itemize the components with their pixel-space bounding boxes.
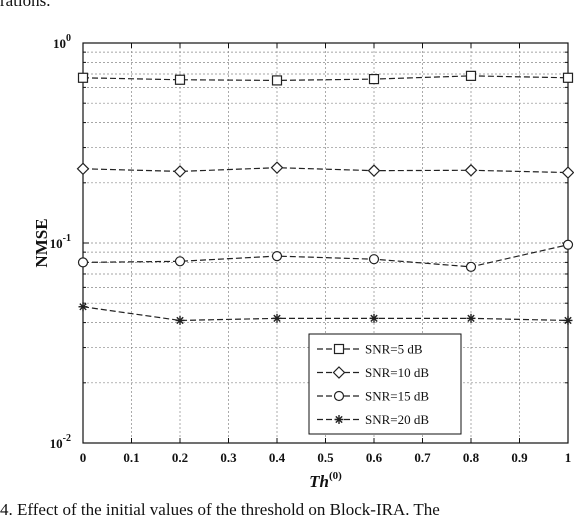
series-3 <box>77 239 574 272</box>
legend-label: SNR=15 dB <box>365 389 429 404</box>
x-tick-label: 0.8 <box>463 450 480 465</box>
marker-circle <box>562 239 574 250</box>
marker-square <box>465 70 477 81</box>
caption-fragment-bottom: 4. Effect of the initial values of the t… <box>0 500 440 519</box>
y-tick-base: 10 <box>53 36 66 51</box>
x-axis-title-superscript: (0) <box>329 470 342 482</box>
marker-diamond <box>76 162 90 176</box>
legend-label: SNR=10 dB <box>365 365 429 380</box>
marker-star <box>563 315 573 325</box>
legend-entry: SNR=20 dB <box>317 412 429 427</box>
x-tick-label: 0.4 <box>269 450 286 465</box>
marker-diamond <box>464 163 478 177</box>
x-tick-label: 0.5 <box>317 450 334 465</box>
marker-circle <box>271 251 283 262</box>
marker-diamond <box>561 166 574 179</box>
x-tick-label: 0.1 <box>123 450 139 465</box>
x-tick-label: 0.3 <box>220 450 237 465</box>
marker-star <box>175 315 185 325</box>
legend-entry: SNR=10 dB <box>317 365 429 380</box>
series-4 <box>78 302 573 325</box>
marker-circle <box>368 254 380 265</box>
marker-star <box>466 313 476 323</box>
x-tick-label: 0.7 <box>414 450 431 465</box>
x-axis-title-main: Th <box>309 472 329 491</box>
caption-fragment-top: rations. <box>0 0 51 10</box>
marker-square <box>368 73 380 85</box>
marker-diamond <box>270 161 284 175</box>
x-tick-label: 1 <box>565 450 572 465</box>
series-line <box>82 306 569 322</box>
y-tick-label: 10-2 <box>50 433 71 451</box>
x-tick-labels: 0 0.1 0.2 0.3 0.4 0.5 0.6 0.7 0.8 0.9 1 <box>80 450 572 465</box>
marker-star <box>334 415 344 424</box>
series-line <box>82 244 569 268</box>
marker-star <box>78 302 88 312</box>
series-2 <box>76 161 574 179</box>
series-1 <box>77 70 574 86</box>
legend: SNR=5 dB SNR=10 dB SNR=15 dB SNR=20 dB <box>308 333 462 435</box>
y-tick-label: 100 <box>53 33 71 51</box>
marker-circle <box>174 256 186 267</box>
marker-square <box>333 343 345 355</box>
y-tick-base: 10 <box>50 436 63 451</box>
y-tick-label: 10-1 <box>50 233 71 251</box>
legend-label: SNR=5 dB <box>365 342 423 357</box>
nmse-line-chart: 0 0.1 0.2 0.3 0.4 0.5 0.6 0.7 0.8 0.9 1 10-210-110… <box>32 33 574 491</box>
y-tick-base: 10 <box>50 236 63 251</box>
marker-circle <box>465 261 477 272</box>
legend-label: SNR=20 dB <box>365 412 429 427</box>
marker-square <box>174 74 186 85</box>
y-axis-title: NMSE <box>32 218 51 267</box>
marker-square <box>271 75 283 86</box>
x-axis-title: Th(0) <box>309 470 342 491</box>
grid-lines <box>83 43 568 443</box>
marker-circle <box>333 390 345 402</box>
x-tick-label: 0.9 <box>511 450 528 465</box>
y-tick-exponent: 0 <box>66 33 71 44</box>
marker-diamond <box>173 165 187 178</box>
marker-diamond <box>332 366 346 379</box>
legend-entry: SNR=15 dB <box>317 389 429 404</box>
x-tick-label: 0.2 <box>172 450 188 465</box>
x-tick-label: 0.6 <box>366 450 383 465</box>
series-group <box>76 70 574 325</box>
y-tick-exponent: -1 <box>63 233 71 244</box>
marker-star <box>272 313 282 323</box>
marker-diamond <box>367 164 381 178</box>
marker-circle <box>77 257 89 268</box>
legend-entry: SNR=5 dB <box>317 342 423 357</box>
x-tick-label: 0 <box>80 450 87 465</box>
marker-star <box>369 313 379 323</box>
marker-square <box>77 72 89 83</box>
y-tick-exponent: -2 <box>63 433 71 444</box>
marker-square <box>562 72 574 83</box>
